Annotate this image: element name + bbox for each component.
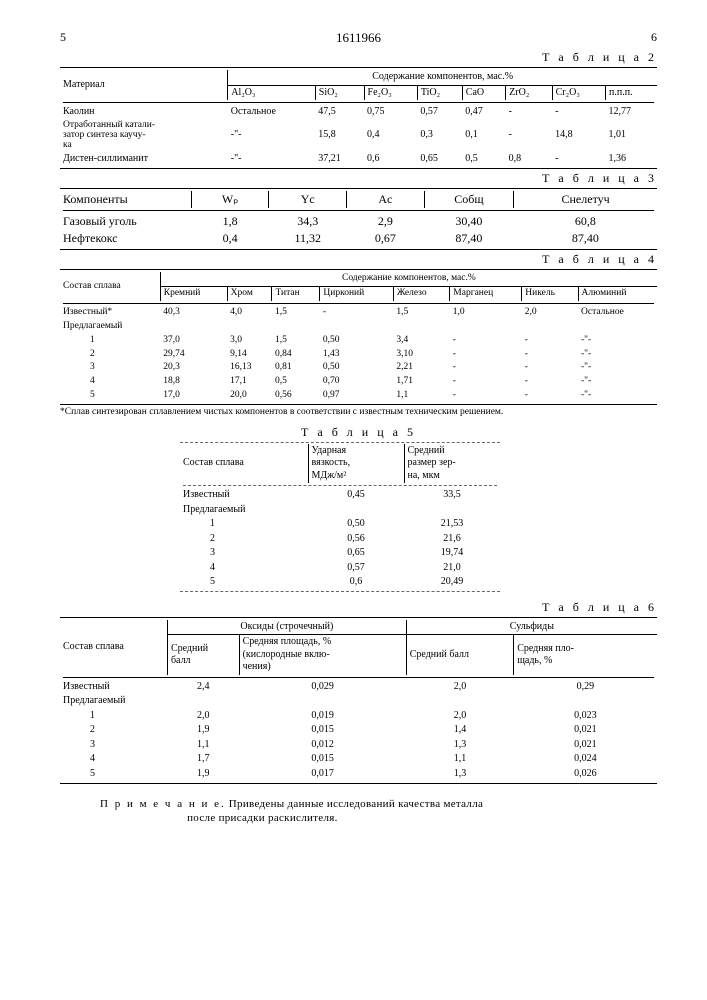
table-row: Известный0,4533,5 [180, 488, 500, 503]
table-row: Предлагаемый [180, 503, 500, 518]
table5-label: Т а б л и ц а 5 [60, 425, 657, 440]
table-row: 10,5021,53 [180, 517, 500, 532]
table-row: 40,5721,0 [180, 561, 500, 576]
table-row: Известный2,40,0292,00,29 [60, 680, 657, 695]
table2: Материал Содержание компонентов, мас.% A… [60, 70, 657, 166]
table-row: Предлагаемый [60, 320, 657, 334]
table4-footnote: *Сплав синтезирован сплавлением чистых к… [60, 407, 657, 419]
table-row: Нефтекокс 0,4 11,32 0,67 87,40 87,40 [60, 230, 657, 247]
table-row: 20,5621,6 [180, 532, 500, 547]
doc-number: 1611966 [336, 30, 381, 46]
table6-label: Т а б л и ц а 6 [60, 600, 657, 615]
page-header: 5 1611966 6 [60, 30, 657, 46]
table-row: Каолин Остальное 47,5 0,75 0,57 0,47 - -… [60, 105, 657, 120]
table-row: 12,00,0192,00,023 [60, 709, 657, 724]
t2-h-group: Содержание компонентов, мас.% [228, 70, 657, 85]
table-row: 31,10,0121,30,021 [60, 738, 657, 753]
table5: Состав сплава Ударнаявязкость,МДж/м² Сре… [180, 444, 500, 590]
page-num-right: 6 [651, 30, 657, 46]
table2-label: Т а б л и ц а 2 [60, 50, 657, 65]
table-row: Известный*40,34,01,5-1,51,02,0Остальное [60, 306, 657, 320]
table-row: 320,316,130,810,502,21---"- [60, 361, 657, 375]
table-row: Дистен-силлиманит -"- 37,21 0,6 0,65 0,5… [60, 152, 657, 167]
table-row: 229,749,140,841,433,10---"- [60, 348, 657, 362]
table-row: 418,817,10,50,701,71---"- [60, 375, 657, 389]
table3: Компоненты Wₚ Yc Ac Cобщ Cнелетуч Газовы… [60, 191, 657, 247]
table-row: 517,020,00,560,971,1---"- [60, 389, 657, 403]
table-row: Отработанный катали-затор синтеза каучу-… [60, 120, 657, 152]
page-num-left: 5 [60, 30, 66, 46]
table6: Состав сплава Оксиды (строчечный) Сульфи… [60, 620, 657, 782]
table-row: 137,03,01,50,503,4---"- [60, 334, 657, 348]
table-row: 50,620,49 [180, 575, 500, 590]
table-row: Газовый уголь 1,8 34,3 2,9 30,40 60,8 [60, 213, 657, 230]
table-row: 21,90,0151,40,021 [60, 723, 657, 738]
table4: Состав сплава Содержание компонентов, ма… [60, 272, 657, 403]
footnote: П р и м е ч а н и е. Приведены данные ис… [60, 798, 657, 826]
table4-label: Т а б л и ц а 4 [60, 252, 657, 267]
table-row: 51,90,0171,30,026 [60, 767, 657, 782]
table3-label: Т а б л и ц а 3 [60, 171, 657, 186]
table-row: 30,6519,74 [180, 546, 500, 561]
table-row: 41,70,0151,10,024 [60, 752, 657, 767]
t2-h-material: Материал [60, 70, 228, 100]
table-row: Предлагаемый [60, 694, 657, 709]
